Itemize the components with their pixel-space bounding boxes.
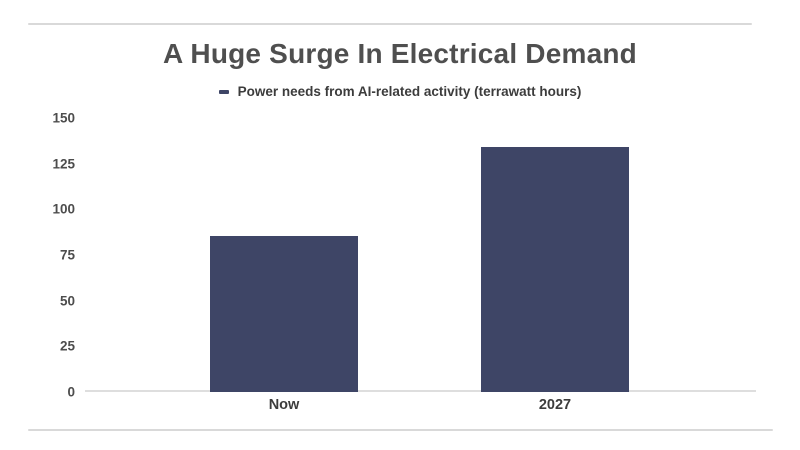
plot-area <box>85 118 756 392</box>
x-category-label: 2027 <box>538 397 572 413</box>
legend: Power needs from AI-related activity (te… <box>0 84 800 99</box>
bar-2027 <box>481 147 629 392</box>
y-tick-label: 0 <box>67 384 75 400</box>
x-axis: Now 2027 <box>85 397 756 419</box>
y-tick-label: 50 <box>59 293 75 309</box>
bar-now <box>210 236 358 392</box>
top-divider <box>28 23 752 25</box>
x-category-label: Now <box>268 397 300 413</box>
y-tick-label: 125 <box>52 156 75 172</box>
y-tick-label: 25 <box>59 338 75 354</box>
y-axis: 0 25 50 75 100 125 150 <box>0 111 75 400</box>
legend-swatch-icon <box>218 89 229 94</box>
bottom-divider <box>28 429 773 431</box>
y-tick-label: 150 <box>52 110 75 126</box>
x-axis-baseline <box>85 390 756 392</box>
y-tick-label: 100 <box>52 201 75 217</box>
chart-title: A Huge Surge In Electrical Demand <box>163 38 637 69</box>
legend-label: Power needs from AI-related activity (te… <box>237 84 582 99</box>
y-tick-label: 75 <box>59 247 75 263</box>
